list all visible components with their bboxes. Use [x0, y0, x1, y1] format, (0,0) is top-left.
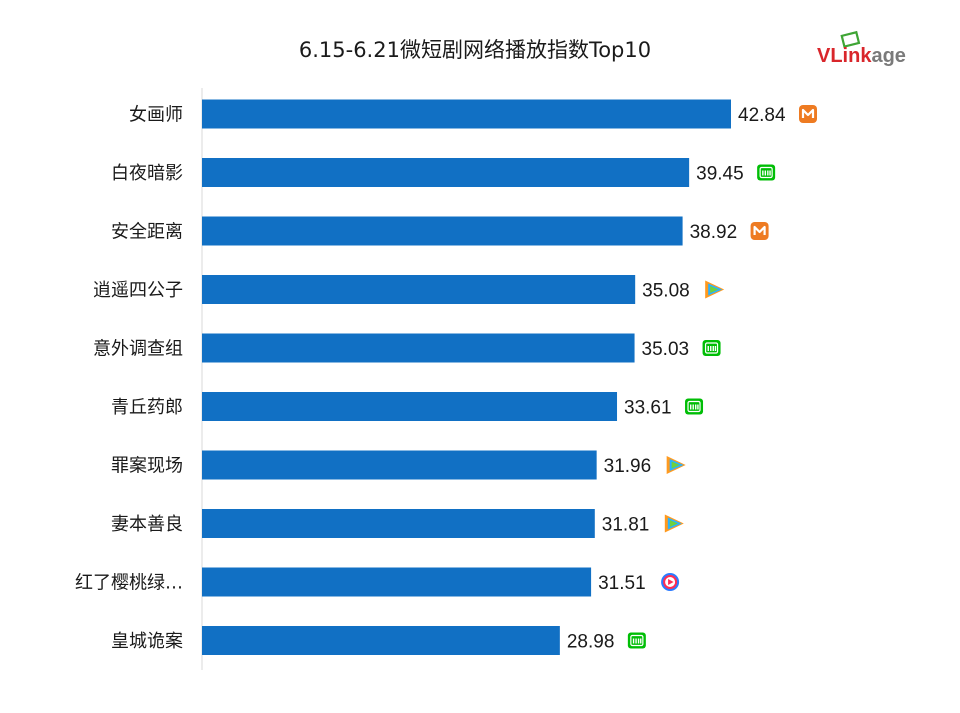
- category-label: 安全距离: [111, 222, 183, 243]
- mgtv-icon: [750, 222, 769, 240]
- category-label: 青丘药郎: [111, 397, 183, 418]
- value-label: 38.92: [690, 222, 738, 243]
- iqiyi-icon: [627, 632, 646, 649]
- value-label: 31.81: [602, 515, 650, 536]
- value-label: 31.51: [598, 573, 646, 594]
- category-label: 罪案现场: [111, 456, 183, 477]
- platform-icons: [627, 105, 817, 649]
- category-label: 逍遥四公子: [93, 280, 183, 301]
- value-label: 28.98: [567, 632, 615, 653]
- value-label: 39.45: [696, 164, 744, 185]
- svg-text:VLinkage: VLinkage: [817, 45, 906, 67]
- category-label: 女画师: [129, 105, 183, 126]
- category-label: 意外调查组: [93, 339, 183, 360]
- mgtv-icon: [799, 105, 817, 123]
- category-label: 皇城诡案: [111, 631, 183, 652]
- bars: [202, 99, 731, 655]
- chart-title: 6.15-6.21微短剧网络播放指数Top10: [299, 38, 651, 62]
- tencent-video-icon: [666, 456, 686, 474]
- bar: [202, 509, 595, 538]
- bar: [202, 216, 683, 246]
- bar: [202, 99, 731, 129]
- logo-text-gray: age: [871, 45, 905, 67]
- bar: [202, 392, 618, 421]
- value-labels: 42.84 39.45 38.92 35.08 35.03 33.61 31.96 31.81…: [567, 105, 786, 653]
- value-label: 42.84: [738, 105, 786, 126]
- tencent-video-icon: [705, 280, 725, 299]
- logo-frame-icon: [840, 30, 861, 48]
- value-label: 35.08: [642, 281, 690, 302]
- bar: [202, 333, 635, 363]
- logo-text-red: VLink: [817, 45, 872, 67]
- iqiyi-icon: [757, 164, 776, 181]
- bar: [202, 626, 560, 655]
- category-label: 妻本善良: [111, 514, 183, 535]
- iqiyi-icon: [685, 398, 704, 415]
- iqiyi-icon: [702, 340, 721, 356]
- bar: [202, 450, 597, 480]
- bar: [202, 158, 690, 187]
- value-label: 35.03: [642, 339, 690, 360]
- vlinkage-logo: VLinkage: [817, 30, 906, 67]
- bar: [202, 275, 636, 304]
- bar: [202, 567, 592, 597]
- category-label: 白夜暗影: [111, 163, 183, 184]
- youku-icon: [661, 573, 680, 591]
- tencent-video-icon: [664, 514, 684, 533]
- value-label: 31.96: [604, 456, 652, 477]
- category-label: 红了樱桃绿…: [75, 573, 183, 594]
- value-label: 33.61: [624, 398, 672, 419]
